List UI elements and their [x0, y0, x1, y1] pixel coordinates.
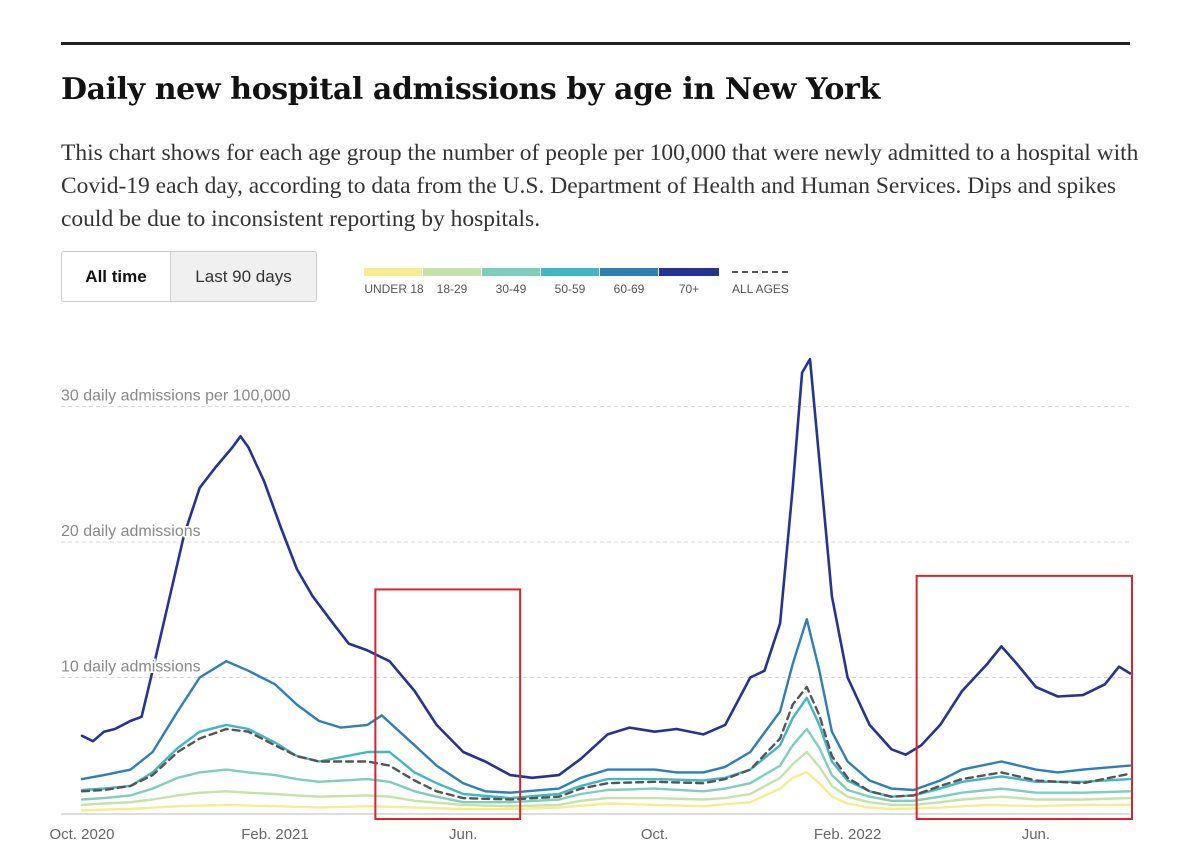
chart-title: Daily new hospital admissions by age in … [61, 72, 880, 107]
series-line-50-59 [80, 696, 1132, 800]
legend-swatch [600, 268, 658, 276]
legend-item-70-plus: 70+ [659, 268, 719, 298]
legend-label: 70+ [678, 282, 700, 296]
x-tick-label: Oct. 2020 [49, 826, 114, 843]
series-line-18-29 [80, 750, 1132, 808]
highlight-box [915, 574, 1133, 820]
series-line-30-49 [80, 727, 1132, 804]
x-tick-label: Jun. [449, 826, 477, 843]
x-tick-label: Feb. 2022 [814, 826, 882, 843]
legend-label: 18-29 [436, 282, 468, 296]
x-tick-label: Oct. [641, 826, 669, 843]
legend-label: 50-59 [554, 282, 586, 296]
legend-dash [732, 271, 788, 273]
legend-label: 30-49 [495, 282, 527, 296]
y-tick-label: 30 daily admissions per 100,000 [61, 388, 291, 405]
legend-item-under-18: UNDER 18 [364, 268, 424, 298]
legend-swatch [541, 268, 599, 276]
last-90-days-button[interactable]: Last 90 days [170, 252, 316, 301]
legend-swatch [482, 268, 540, 276]
legend-item-60-69: 60-69 [600, 268, 658, 298]
x-tick-label: Feb. 2021 [241, 826, 309, 843]
series-line-all-ages [80, 685, 1132, 801]
top-rule [61, 42, 1130, 45]
x-tick-label: Jun. [1022, 826, 1050, 843]
legend-item-50-59: 50-59 [541, 268, 599, 298]
legend-item-all-ages: ALL AGES [732, 268, 792, 298]
legend-item-30-49: 30-49 [482, 268, 540, 298]
series-line-60-69 [80, 618, 1132, 794]
y-tick-label: 20 daily admissions [61, 523, 201, 540]
time-range-toggle: All time Last 90 days [61, 251, 317, 302]
legend-label: 60-69 [613, 282, 645, 296]
chart-description: This chart shows for each age group the … [61, 140, 1139, 232]
legend-label: ALL AGES [732, 282, 789, 296]
highlight-box [374, 588, 522, 820]
y-tick-label: 10 daily admissions [61, 659, 201, 676]
series-line-70- [80, 357, 1132, 780]
legend-label: UNDER 18 [364, 282, 424, 296]
legend-swatch [364, 268, 422, 276]
legend-swatch [659, 268, 719, 276]
legend-swatch [423, 268, 481, 276]
all-time-button[interactable]: All time [62, 252, 170, 301]
legend-item-18-29: 18-29 [423, 268, 481, 298]
